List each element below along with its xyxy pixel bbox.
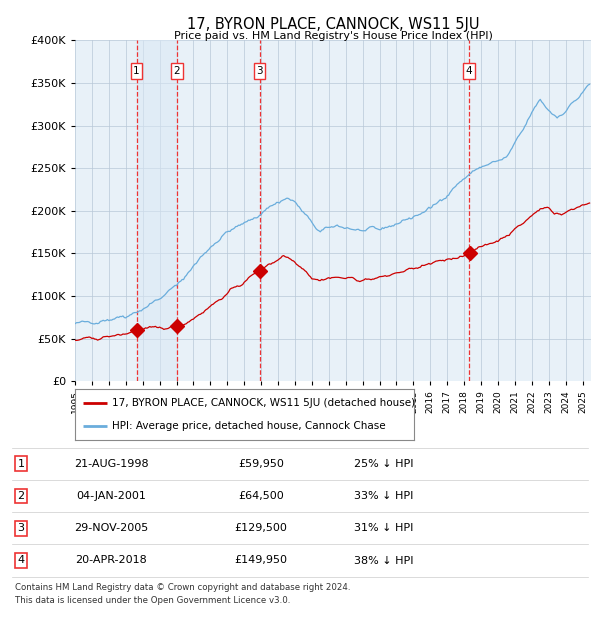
Text: 4: 4 [466,66,473,76]
Text: £149,950: £149,950 [235,556,287,565]
Text: This data is licensed under the Open Government Licence v3.0.: This data is licensed under the Open Gov… [15,596,290,606]
Text: 29-NOV-2005: 29-NOV-2005 [74,523,148,533]
Bar [137,40,176,381]
Text: £129,500: £129,500 [235,523,287,533]
Text: 17, BYRON PLACE, CANNOCK, WS11 5JU (detached house): 17, BYRON PLACE, CANNOCK, WS11 5JU (deta… [112,398,415,408]
Text: 38% ↓ HPI: 38% ↓ HPI [354,556,414,565]
Text: 31% ↓ HPI: 31% ↓ HPI [355,523,413,533]
Text: Contains HM Land Registry data © Crown copyright and database right 2024.: Contains HM Land Registry data © Crown c… [15,583,350,592]
Text: 1: 1 [17,459,25,469]
Text: 2: 2 [17,491,25,501]
Text: £64,500: £64,500 [238,491,284,501]
Text: 3: 3 [17,523,25,533]
Text: 3: 3 [256,66,263,76]
Text: 21-AUG-1998: 21-AUG-1998 [74,459,148,469]
Text: 4: 4 [17,556,25,565]
Text: HPI: Average price, detached house, Cannock Chase: HPI: Average price, detached house, Cann… [112,422,386,432]
Text: 04-JAN-2001: 04-JAN-2001 [76,491,146,501]
Text: 20-APR-2018: 20-APR-2018 [75,556,147,565]
Text: 2: 2 [173,66,180,76]
Text: 1: 1 [133,66,140,76]
Text: £59,950: £59,950 [238,459,284,469]
Text: 33% ↓ HPI: 33% ↓ HPI [355,491,413,501]
Text: 25% ↓ HPI: 25% ↓ HPI [354,459,414,469]
Text: 17, BYRON PLACE, CANNOCK, WS11 5JU: 17, BYRON PLACE, CANNOCK, WS11 5JU [187,17,479,32]
Text: Price paid vs. HM Land Registry's House Price Index (HPI): Price paid vs. HM Land Registry's House … [173,31,493,41]
